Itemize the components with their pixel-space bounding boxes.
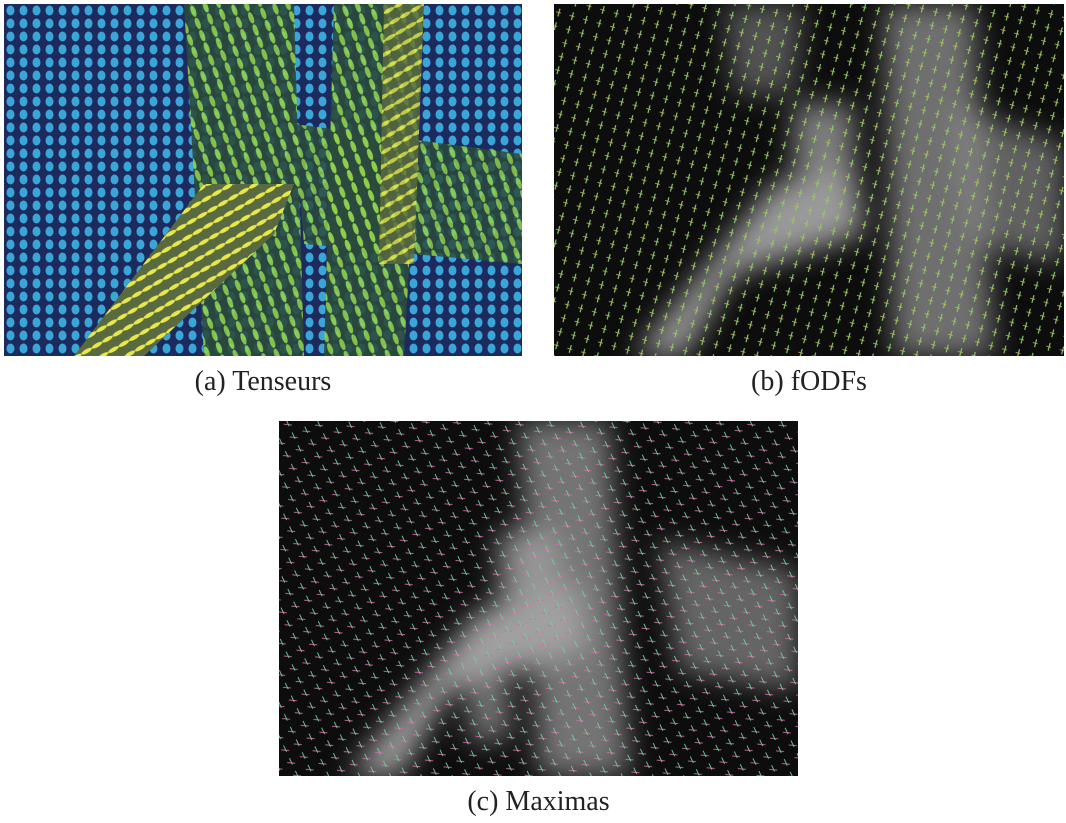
tensor-image <box>4 4 522 356</box>
panel-caption: (a) Tenseurs <box>4 366 522 398</box>
panel-caption: (b) fODFs <box>554 366 1064 398</box>
maxima-image <box>279 421 798 776</box>
fodf-image <box>554 4 1064 356</box>
panel-caption: (c) Maximas <box>279 786 798 818</box>
figure-page: (a) Tenseurs (b) fODFs (c) Maximas (() =… <box>0 0 1066 823</box>
